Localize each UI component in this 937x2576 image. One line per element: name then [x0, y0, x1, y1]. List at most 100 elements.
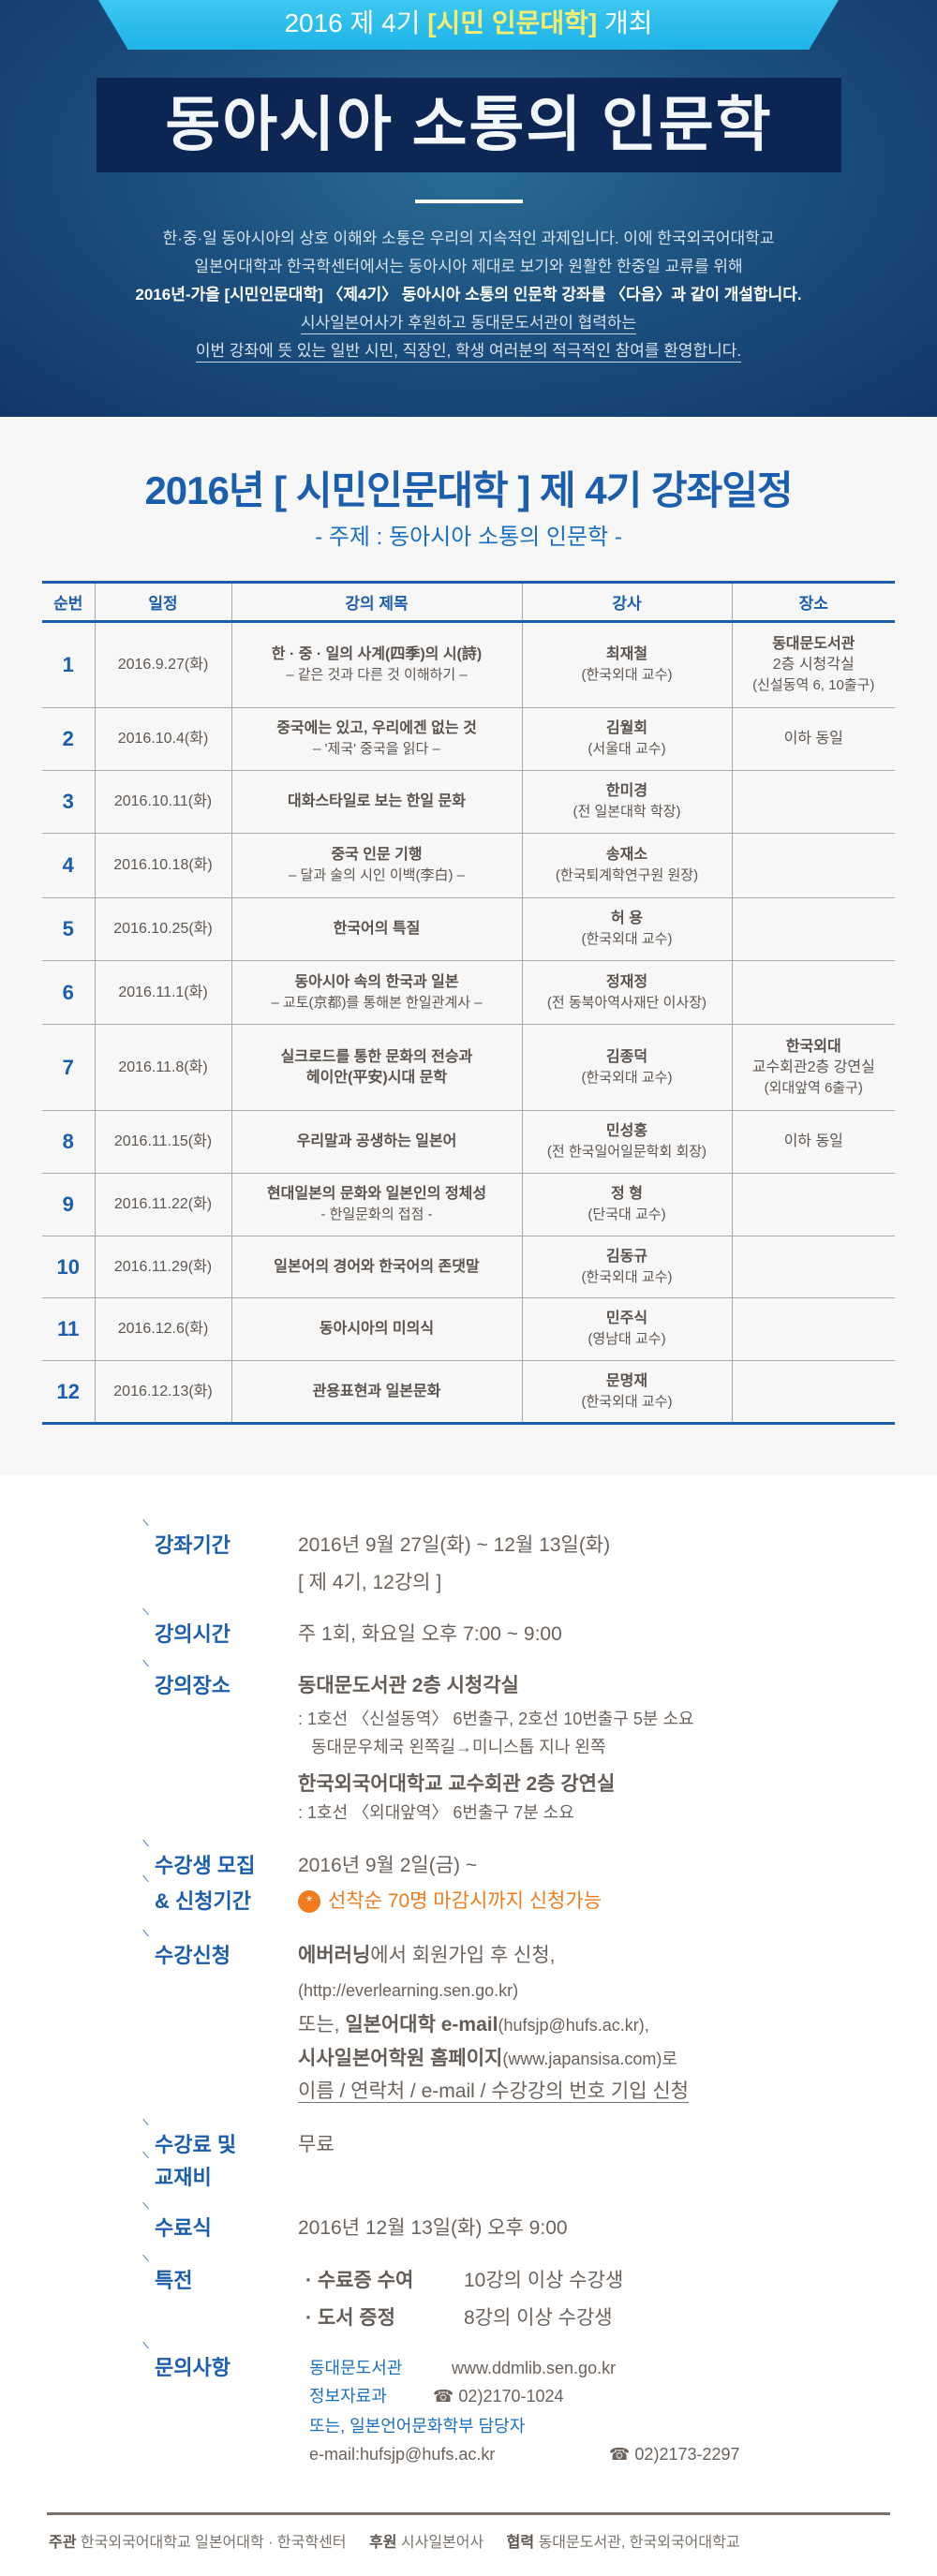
header-title: 강의 제목 [231, 581, 522, 623]
period-detail: [ 제 4기, 12강의 ] [298, 1572, 442, 1593]
lecturer-name: 한미경 [605, 783, 648, 799]
row-title: 관용표현과 일본문화 [231, 1360, 522, 1425]
label-fee-2: 교재비 [155, 2162, 212, 2194]
lecture-title: 한국어의 특질 [333, 921, 421, 937]
lecturer-name: 허 용 [611, 910, 643, 926]
row-title: 한국어의 특질 [231, 897, 522, 961]
apply-url[interactable]: (http://everlearning.sen.go.kr) [298, 1981, 519, 2000]
label-fee: 수강료 및 [155, 2129, 236, 2161]
intro-line: 한·중·일 동아시아의 상호 이해와 소통은 우리의 지속적인 과제입니다. 이… [162, 229, 775, 247]
lecture-subtitle: – '제국' 중국을 읽다 – [313, 741, 440, 757]
row-place [731, 897, 895, 961]
footer-coop-label: 협력 [506, 2535, 535, 2551]
lecturer-name: 최재철 [605, 646, 648, 662]
table-row: 1 2016.9.27(화) 한 · 중 · 일의 사계(四季)의 시(詩) – 같은… [42, 621, 895, 708]
row-date: 2016.10.25(화) [94, 897, 231, 961]
hero-banner: 2016 제 4기 [시민 인문대학] 개최 동아시아 소통의 인문학 한·중·… [0, 0, 937, 417]
table-row: 2 2016.10.4(화) 중국에는 있고, 우리에겐 없는 것 – '제국' 중국… [42, 707, 895, 771]
intro-line: 이번 강좌에 뜻 있는 일반 시민, 직장인, 학생 여러분의 적극적인 참여를… [0, 337, 937, 365]
lecturer-name: 민성홍 [605, 1123, 648, 1139]
table-row: 12 2016.12.13(화) 관용표현과 일본문화 문명재 (한국외대 교수) [42, 1360, 895, 1425]
apply-instructions: 이름 / 연락처 / e-mail / 수강강의 번호 기입 신청 [298, 2080, 689, 2103]
apply-site: 에버러닝 [298, 1945, 371, 1966]
asterisk-icon: * [298, 1890, 320, 1914]
label-period: 강좌기간 [155, 1530, 231, 1562]
main-title: 동아시아 소통의 인문학 [97, 78, 841, 172]
lecturer-name: 민주식 [605, 1310, 648, 1326]
row-lecturer: 정 형 (단국대 교수) [521, 1173, 732, 1236]
venue-2: 한국외국어대학교 교수회관 2층 강연실 [298, 1773, 616, 1795]
footer-divider [47, 2512, 890, 2515]
lecturer-affiliation: (한국외대 교수) [581, 1268, 673, 1285]
lecture-title: 중국에는 있고, 우리에겐 없는 것 [276, 720, 477, 736]
contact-phone[interactable]: ☎ 02)2170-1024 [433, 2387, 564, 2406]
lecturer-name: 정재정 [605, 973, 648, 990]
apply-email[interactable]: (hufsjp@hufs.ac.kr), [498, 2016, 649, 2035]
lecture-title: 관용표현과 일본문화 [312, 1383, 441, 1399]
lecture-title: 실크로드를 통한 문화의 전승과 [280, 1048, 473, 1065]
row-lecturer: 정재정 (전 동북아역사재단 이사장) [521, 960, 732, 1025]
row-number: 8 [42, 1110, 95, 1174]
place-detail: (신설동역 6, 10출구) [752, 677, 875, 693]
table-row: 10 2016.11.29(화) 일본어의 경어와 한국어의 존댓말 김동규 (한국외대… [42, 1236, 895, 1298]
lecturer-name: 문명재 [605, 1372, 648, 1389]
row-lecturer: 문명재 (한국외대 교수) [521, 1360, 732, 1425]
ceremony-value: 2016년 12월 13일(화) 오후 9:00 [298, 2217, 568, 2239]
contact-phone-2[interactable]: ☎ 02)2173-2297 [609, 2445, 740, 2464]
header-place: 장소 [731, 581, 895, 623]
label-time: 강의시간 [155, 1619, 231, 1651]
venue-1: 동대문도서관 2층 시청각실 [298, 1675, 519, 1696]
row-number: 2 [42, 707, 95, 771]
row-date: 2016.11.29(화) [94, 1236, 231, 1298]
contact-url[interactable]: www.ddmlib.sen.go.kr [452, 2359, 617, 2377]
row-title: 우리말과 공생하는 일본어 [231, 1110, 522, 1174]
place-detail: 2층 시청각실 [772, 657, 855, 673]
benefit-condition: 10강의 이상 수강생 [464, 2270, 624, 2291]
row-place: 한국외대 교수회관2층 강연실 (외대앞역 6출구) [731, 1024, 895, 1111]
table-header-row: 순번 일정 강의 제목 강사 장소 [42, 581, 895, 623]
recruit-note-text: 선착순 70명 마감시까지 신청가능 [328, 1890, 602, 1912]
schedule-table: 순번 일정 강의 제목 강사 장소 1 2016.9.27(화) 한 · 중 · 일… [42, 581, 895, 1425]
row-title: 중국 인문 기행 – 달과 술의 시인 이백(李白) – [231, 833, 522, 898]
row-lecturer: 한미경 (전 일본대학 학장) [521, 770, 732, 834]
intro-line: 시사일본어사가 후원하고 동대문도서관이 협력하는 [0, 309, 937, 337]
row-place [731, 833, 895, 898]
row-number: 10 [42, 1236, 95, 1298]
contact-email[interactable]: e-mail:hufsjp@hufs.ac.kr [309, 2445, 496, 2464]
benefit-name: · 수료증 수여 [305, 2270, 414, 2291]
row-lecturer: 김종덕 (한국외대 교수) [521, 1024, 732, 1111]
row-date: 2016.11.15(화) [94, 1110, 231, 1174]
header-lecturer: 강사 [521, 581, 732, 623]
row-date: 2016.9.27(화) [94, 621, 231, 708]
recruit-value: 2016년 9월 2일(금) ~ [298, 1855, 478, 1876]
row-place: 이하 동일 [731, 707, 895, 771]
row-title: 실크로드를 통한 문화의 전승과 헤이안(平安)시대 문학 [231, 1024, 522, 1111]
label-contact: 문의사항 [155, 2352, 231, 2384]
lecture-title: 동아시아 속의 한국과 일본 [294, 973, 459, 990]
intro-line-text: 시사일본어사가 후원하고 동대문도서관이 협력하는 [300, 314, 637, 334]
header-no: 순번 [42, 581, 95, 623]
row-number: 3 [42, 770, 95, 834]
row-date: 2016.12.13(화) [94, 1360, 231, 1425]
row-place [731, 1297, 895, 1361]
intro-line: 2016년-가을 [시민인문대학] 〈제4기〉 동아시아 소통의 인문학 강좌를… [135, 286, 802, 303]
lecturer-name: 송재소 [605, 847, 648, 863]
apply-homepage[interactable]: (www.japansisa.com)로 [502, 2050, 677, 2068]
footer-host-label: 주관 [49, 2535, 77, 2551]
apply-email-label: 일본어대학 e-mail [345, 2014, 498, 2036]
lecturer-affiliation: (전 한국일어일문학회 회장) [546, 1144, 707, 1160]
band-suffix: 개최 [597, 8, 653, 37]
label-recruit: 수강생 모집 [155, 1850, 255, 1882]
contact-org: 동대문도서관 [309, 2359, 403, 2377]
lecture-title: 중국 인문 기행 [331, 847, 423, 863]
footer-coop: 동대문도서관, 한국외국어대학교 [538, 2535, 740, 2551]
row-lecturer: 김월회 (서울대 교수) [521, 707, 732, 771]
place-name: 한국외대 [785, 1038, 841, 1055]
label-apply: 수강신청 [155, 1940, 231, 1972]
table-row: 11 2016.12.6(화) 동아시아의 미의식 민주식 (영남대 교수) [42, 1297, 895, 1361]
place-detail: 이하 동일 [783, 1133, 843, 1149]
label-venue: 강의장소 [155, 1670, 231, 1702]
time-value: 주 1회, 화요일 오후 7:00 ~ 9:00 [298, 1623, 562, 1645]
lecture-subtitle: – 달과 술의 시인 이백(李白) – [289, 867, 465, 883]
lecturer-name: 김종덕 [605, 1048, 648, 1065]
